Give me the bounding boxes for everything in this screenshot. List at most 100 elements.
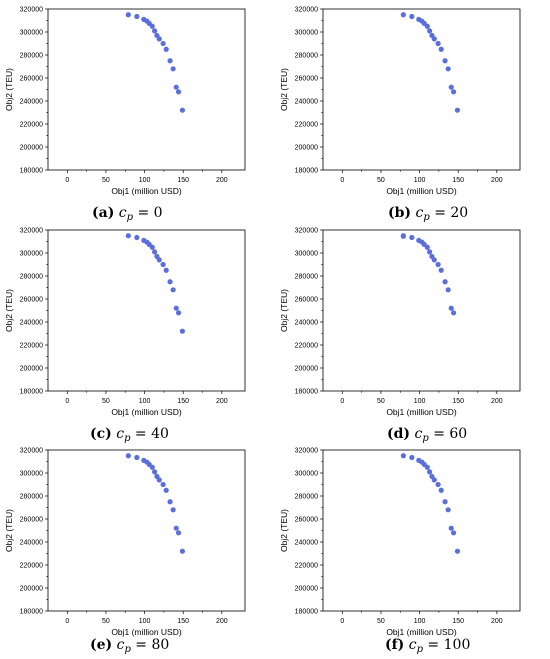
y-tick-label: 180000 bbox=[295, 389, 318, 396]
y-tick-label: 180000 bbox=[295, 609, 318, 616]
y-tick-label: 200000 bbox=[20, 366, 43, 373]
x-tick-label: 200 bbox=[216, 618, 228, 625]
data-point bbox=[149, 244, 155, 250]
data-point bbox=[435, 261, 441, 268]
data-point bbox=[427, 469, 433, 475]
chart-panel-d: 0 50 100 150 200 180000 200000 220000 240000 2600… bbox=[275, 221, 550, 421]
x-tick-label: 100 bbox=[139, 398, 151, 405]
x-axis-label: Obj1 (million USD) bbox=[111, 627, 182, 637]
y-tick-label: 320000 bbox=[295, 448, 318, 455]
data-point bbox=[134, 454, 140, 461]
data-point bbox=[173, 84, 179, 90]
data-point bbox=[125, 453, 131, 459]
x-tick-label: 0 bbox=[340, 177, 344, 184]
data-point bbox=[445, 507, 451, 513]
data-point bbox=[431, 36, 437, 42]
plot-frame bbox=[322, 8, 521, 171]
y-tick-label: 300000 bbox=[295, 251, 318, 258]
data-point bbox=[438, 46, 444, 52]
data-point bbox=[409, 234, 415, 241]
y-tick-label: 240000 bbox=[295, 540, 318, 547]
y-tick-label: 300000 bbox=[20, 471, 43, 478]
plot-frame bbox=[47, 8, 246, 171]
y-tick-label: 200000 bbox=[295, 366, 318, 373]
data-point bbox=[175, 310, 182, 316]
y-tick-label: 180000 bbox=[20, 389, 43, 396]
y-tick-label: 220000 bbox=[295, 563, 318, 570]
data-point bbox=[173, 525, 179, 531]
y-tick-label: 200000 bbox=[295, 586, 318, 593]
x-tick-label: 200 bbox=[216, 177, 228, 184]
x-axis-label: Obj1 (million USD) bbox=[386, 627, 457, 637]
x-tick-label: 150 bbox=[177, 398, 189, 405]
data-point bbox=[442, 279, 448, 285]
data-point bbox=[160, 481, 166, 488]
y-tick-label: 320000 bbox=[295, 228, 318, 235]
x-axis-label: Obj1 (million USD) bbox=[111, 186, 182, 196]
y-tick-label: 220000 bbox=[295, 122, 318, 129]
data-point bbox=[424, 23, 430, 29]
data-point bbox=[160, 261, 166, 268]
param-symbol: c bbox=[415, 205, 424, 221]
y-tick-label: 220000 bbox=[20, 122, 43, 129]
panel-label: (b) bbox=[388, 205, 412, 221]
y-tick-label: 240000 bbox=[20, 99, 43, 106]
param-subscript: p bbox=[416, 644, 423, 655]
x-axis-label: Obj1 (million USD) bbox=[386, 407, 457, 417]
data-point bbox=[167, 58, 173, 64]
data-point bbox=[445, 287, 451, 293]
data-point bbox=[160, 40, 166, 47]
y-tick-label: 280000 bbox=[295, 494, 318, 501]
data-point bbox=[438, 487, 444, 493]
x-tick-label: 0 bbox=[340, 618, 344, 625]
plot-frame bbox=[47, 229, 246, 392]
caption-e: (e) cp = 80 bbox=[90, 637, 170, 655]
data-point bbox=[424, 244, 430, 250]
x-tick-label: 100 bbox=[414, 618, 426, 625]
caption-f: (f) cp = 100 bbox=[385, 637, 471, 655]
param-symbol: c bbox=[408, 637, 417, 653]
x-tick-label: 50 bbox=[102, 398, 110, 405]
data-point bbox=[134, 13, 140, 20]
caption-c: (c) cp = 40 bbox=[90, 426, 169, 444]
data-point bbox=[450, 530, 457, 536]
x-axis-label: Obj1 (million USD) bbox=[111, 407, 182, 417]
y-tick-label: 300000 bbox=[20, 251, 43, 258]
data-point bbox=[454, 107, 461, 113]
data-point bbox=[170, 287, 176, 293]
y-axis-label: Obj2 (TEU) bbox=[279, 68, 289, 111]
y-tick-label: 240000 bbox=[20, 540, 43, 547]
x-tick-label: 50 bbox=[377, 398, 385, 405]
y-tick-label: 280000 bbox=[20, 494, 43, 501]
x-tick-label: 0 bbox=[340, 398, 344, 405]
y-tick-label: 180000 bbox=[20, 168, 43, 175]
x-tick-label: 0 bbox=[65, 618, 69, 625]
y-axis-label: Obj2 (TEU) bbox=[4, 68, 14, 111]
y-axis-label: Obj2 (TEU) bbox=[4, 509, 14, 552]
data-point bbox=[438, 267, 444, 273]
x-tick-label: 100 bbox=[414, 177, 426, 184]
y-tick-label: 300000 bbox=[295, 471, 318, 478]
panel-label: (e) bbox=[90, 637, 113, 653]
chart-panel-a: 0 50 100 150 200 180000 200000 220000 240000 2600… bbox=[0, 0, 275, 200]
x-tick-label: 150 bbox=[452, 618, 464, 625]
x-tick-label: 200 bbox=[491, 618, 503, 625]
y-axis-label: Obj2 (TEU) bbox=[279, 509, 289, 552]
data-point bbox=[179, 548, 186, 554]
caption-a: (a) cp = 0 bbox=[92, 205, 163, 223]
y-tick-label: 300000 bbox=[20, 30, 43, 37]
param-subscript: p bbox=[422, 433, 429, 444]
y-tick-label: 320000 bbox=[295, 7, 318, 14]
chart-panel-c: 0 50 100 150 200 180000 200000 220000 240000 2600… bbox=[0, 221, 275, 421]
y-tick-label: 320000 bbox=[20, 7, 43, 14]
panel-label: (a) bbox=[92, 205, 115, 221]
x-tick-label: 100 bbox=[139, 618, 151, 625]
data-point bbox=[454, 548, 461, 554]
param-value: 60 bbox=[449, 426, 468, 442]
data-point bbox=[167, 499, 173, 505]
x-tick-label: 150 bbox=[177, 177, 189, 184]
data-point bbox=[149, 464, 155, 470]
scatter-chart: 0 50 100 150 200 180000 200000 220000 240000 2600… bbox=[4, 228, 246, 417]
param-subscript: p bbox=[124, 433, 131, 444]
y-tick-label: 260000 bbox=[295, 297, 318, 304]
